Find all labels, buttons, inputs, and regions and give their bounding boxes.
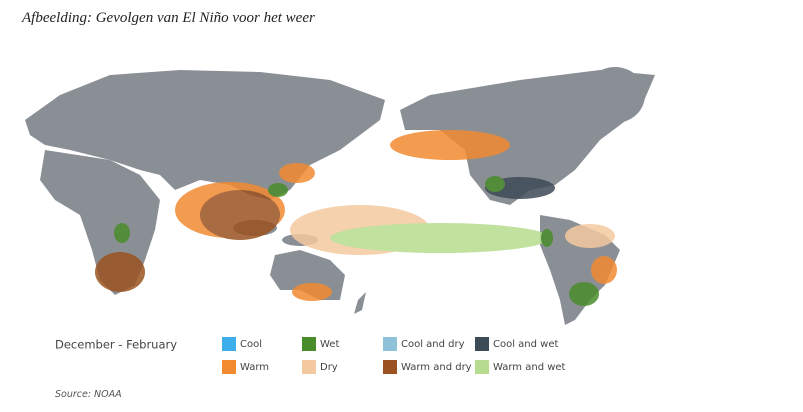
- legend-swatch: [383, 360, 397, 374]
- region: [200, 190, 280, 240]
- region: [541, 229, 553, 247]
- legend-label: Cool and dry: [401, 339, 465, 350]
- legend: Cool Warm Wet Dry Cool and dry Warm and dry Co…: [222, 337, 566, 374]
- legend-swatch: [383, 337, 397, 351]
- legend-label: Warm and wet: [493, 362, 566, 373]
- region: [279, 163, 315, 183]
- legend-label: Warm: [240, 362, 269, 373]
- caption: Afbeelding: Gevolgen van El Niño voor he…: [21, 10, 315, 26]
- legend-swatch: [222, 337, 236, 351]
- legend-label: Dry: [320, 362, 338, 373]
- region: [95, 252, 145, 292]
- region: [485, 176, 505, 192]
- legend-label: Cool: [240, 339, 262, 350]
- legend-label: Cool and wet: [493, 339, 558, 350]
- legend-swatch: [475, 337, 489, 351]
- legend-label: Warm and dry: [401, 362, 472, 373]
- region: [114, 223, 130, 243]
- region: [565, 224, 615, 248]
- legend-label: Wet: [320, 339, 339, 350]
- region: [390, 130, 510, 160]
- region: [292, 283, 332, 301]
- climate-regions: [95, 130, 617, 306]
- region: [591, 256, 617, 284]
- source: Source: NOAA: [55, 389, 122, 400]
- greenland: [585, 67, 645, 123]
- region: [268, 183, 288, 197]
- legend-swatch: [302, 360, 316, 374]
- legend-swatch: [222, 360, 236, 374]
- legend-swatch: [475, 360, 489, 374]
- legend-swatch: [302, 337, 316, 351]
- region: [569, 282, 599, 306]
- season-label: December - February: [55, 338, 177, 352]
- new-zealand: [354, 292, 366, 314]
- region: [330, 223, 550, 253]
